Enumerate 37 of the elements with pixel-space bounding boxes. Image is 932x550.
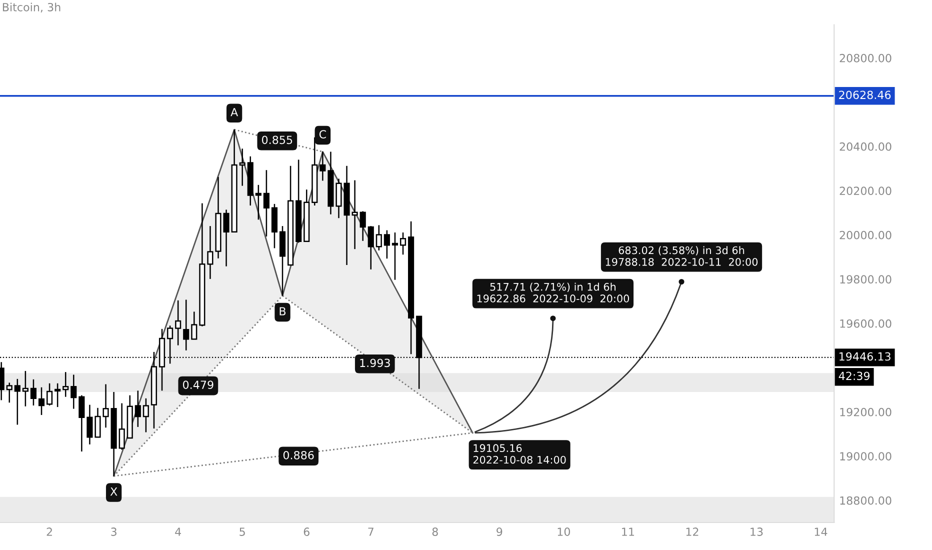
x-tick-label: 5 <box>240 528 245 536</box>
y-tick-label: 19600.00 <box>840 319 892 328</box>
x-tick-label: 13 <box>750 528 763 536</box>
annotation: 517.71 (2.71%) in 1d 6h 19622.86 2022-10-09 20:00 <box>477 282 630 302</box>
x-tick-label: 11 <box>622 528 634 536</box>
x-tick-label: 7 <box>368 528 374 536</box>
y-tick-label: 19200.00 <box>840 408 892 416</box>
y-tick-label: 20400.00 <box>840 142 892 151</box>
y-tick-label: 20800.00 <box>840 54 892 62</box>
x-tick-label: 2 <box>46 528 52 536</box>
x-tick-label: 3 <box>111 528 116 536</box>
x-tick-label: 6 <box>304 528 310 536</box>
x-tick-label: 8 <box>432 528 438 536</box>
annotation: 1.993 <box>360 358 390 368</box>
annotation: A <box>230 108 238 116</box>
ref-line-label: 20628.46 <box>839 90 891 100</box>
x-tick-label: 14 <box>814 528 828 536</box>
chart-title: Bitcoin, 3h <box>2 2 60 12</box>
x-tick-label: 10 <box>558 528 570 536</box>
annotation: X <box>110 487 118 496</box>
annotation: 19105.16 2022-10-08 14:00 <box>473 444 566 464</box>
x-tick-label: 4 <box>175 528 181 536</box>
text: 42:39 <box>838 372 870 380</box>
x-tick-label: 9 <box>496 528 502 536</box>
annotation: 683.02 (3.58%) in 3d 6h 19788.18 2022-10-11 20:00 <box>606 246 758 266</box>
x-tick-label: 12 <box>686 528 698 536</box>
annotation: 0.479 <box>182 380 214 390</box>
y-tick-label: 20200.00 <box>840 186 892 196</box>
ref-line-label: 19446.13 <box>840 352 890 361</box>
y-tick-label: 19000.00 <box>840 452 892 461</box>
annotation: B <box>280 307 286 316</box>
y-tick-label: 20000.00 <box>840 230 892 240</box>
annotation: C <box>319 130 326 138</box>
y-tick-label: 18800.00 <box>840 496 892 505</box>
y-tick-label: 19800.00 <box>840 275 892 284</box>
annotation: 0.886 <box>283 450 314 460</box>
annotation: 0.855 <box>262 136 292 144</box>
